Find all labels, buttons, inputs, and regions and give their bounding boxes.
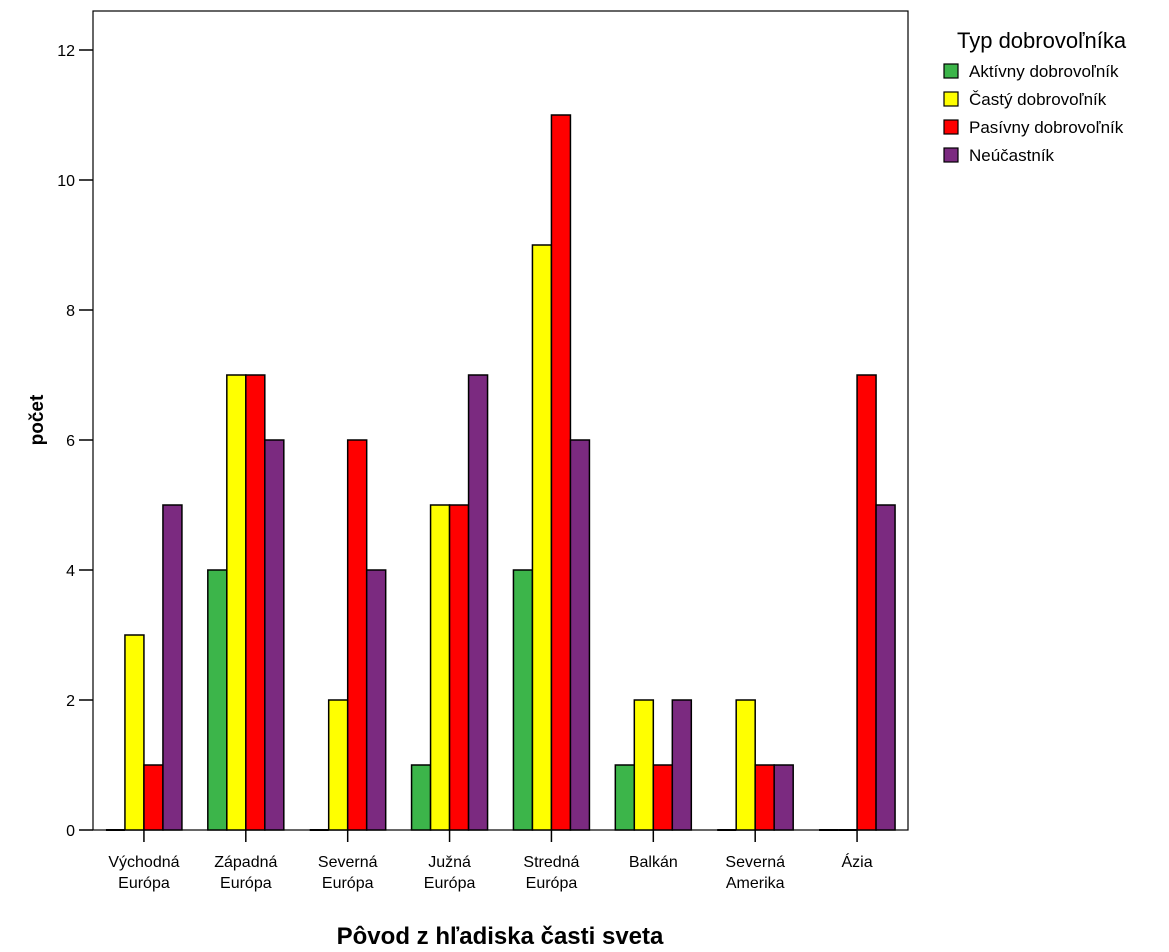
legend-label: Častý dobrovoľník [969,90,1107,109]
bar [467,374,489,831]
x-tick-label: Amerika [726,875,785,892]
bar [429,504,451,831]
bar [448,504,470,831]
bar [207,569,228,831]
y-tick-label: 2 [66,693,75,710]
bar [327,699,349,831]
x-tick-label: Severná [725,854,785,871]
legend-title: Typ dobrovoľníka [957,28,1127,53]
x-tick-label: Západná [214,854,277,871]
x-tick-label: Európa [526,875,578,892]
y-tick-label: 4 [66,563,75,580]
legend-swatch [943,119,959,135]
x-tick-label: Severná [318,854,378,871]
bar [550,114,572,831]
bar [856,374,877,831]
legend-swatch [943,63,959,79]
x-tick-label: Južná [428,854,471,871]
y-tick-label: 8 [66,303,75,320]
bar [226,374,247,831]
x-tick-label: Ázia [842,852,873,871]
x-tick-label: Európa [118,875,170,892]
plot-area [92,10,909,831]
bar [346,439,368,831]
y-axis-title: počet [27,394,48,445]
y-tick-label: 0 [66,823,75,840]
bar [410,764,432,831]
bar [245,374,266,831]
x-tick-label: Európa [322,875,374,892]
x-axis: Východná Európa Západná Európa Severná Európa… [108,830,873,892]
bar [614,764,636,831]
bar [124,634,145,831]
x-tick-label: Európa [424,875,476,892]
bar [143,764,164,831]
y-tick-label: 10 [57,173,75,190]
x-tick-label: Stredná [523,854,579,871]
y-tick-label: 12 [57,43,75,60]
legend-label: Neúčastník [969,146,1055,165]
x-tick-label: Balkán [629,854,678,871]
legend-swatch [943,147,959,163]
bar [531,244,553,831]
bar [671,699,693,831]
legend-label: Aktívny dobrovoľník [969,62,1119,81]
bar [875,504,896,831]
bar [162,504,183,831]
x-tick-label: Európa [220,875,272,892]
bars-group [105,114,896,831]
bar [264,439,285,831]
x-axis-title: Pôvod z hľadiska časti sveta [337,923,664,950]
bar [754,764,775,831]
bar [735,699,756,831]
legend: Typ dobrovoľníka Aktívny dobrovoľník Čast… [943,28,1127,165]
legend-swatch [943,91,959,107]
bar [512,569,534,831]
y-axis: 0 2 4 6 8 10 12 [57,43,93,840]
bar [652,764,674,831]
bar [365,569,387,831]
legend-label: Pasívny dobrovoľník [969,118,1124,137]
bar [633,699,655,831]
bar [773,764,794,831]
bar [569,439,591,831]
x-tick-label: Východná [108,854,179,871]
y-tick-label: 6 [66,433,75,450]
